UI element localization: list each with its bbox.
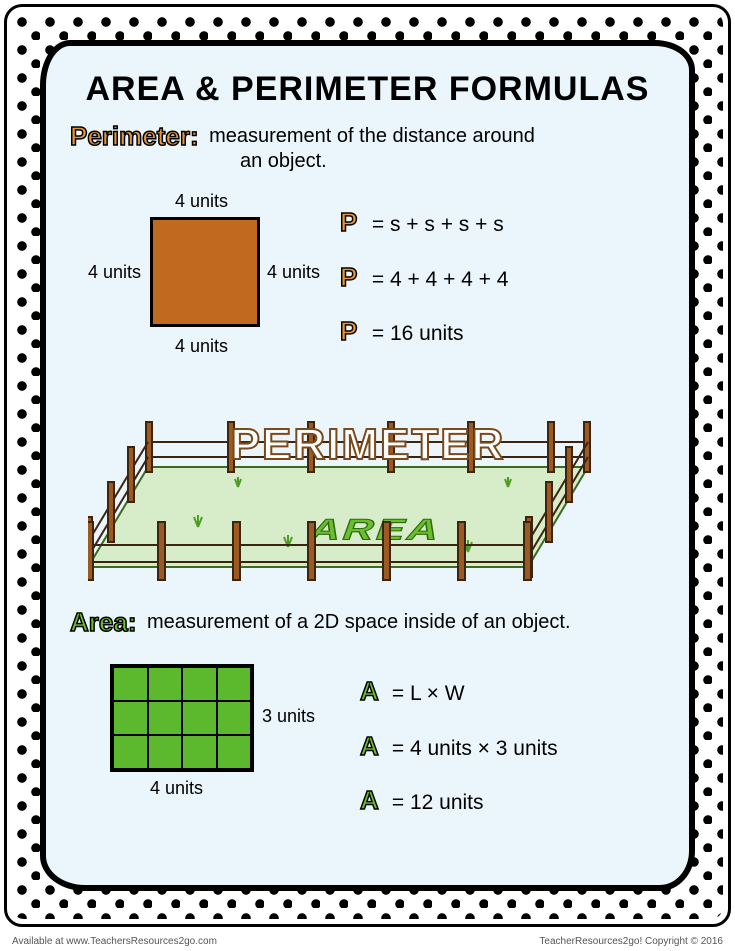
fence-svg: AREA PERIMETER [88, 387, 648, 587]
a-letter: A [360, 773, 386, 828]
perimeter-example: 4 units 4 units 4 units 4 units P = s + … [70, 187, 675, 377]
grid-height-label: 3 units [262, 706, 315, 727]
perimeter-definition-line2: an object. [240, 150, 675, 173]
area-definition: measurement of a 2D space inside of an o… [147, 611, 571, 633]
p-letter: P [340, 195, 366, 250]
area-section: Area: measurement of a 2D space inside o… [60, 607, 675, 828]
area-formula-2: A = 4 units × 3 units [360, 719, 558, 774]
perimeter-formula-3: P = 16 units [340, 304, 508, 359]
p-letter: P [340, 250, 366, 305]
grid-width-label: 4 units [150, 778, 203, 799]
green-grid [110, 664, 254, 772]
square-top-label: 4 units [175, 191, 228, 212]
a-formula2-text: = 4 units × 3 units [392, 737, 558, 760]
a-formula1-text: = L × W [392, 682, 465, 705]
a-letter: A [360, 719, 386, 774]
a-formula3-text: = 12 units [392, 791, 484, 814]
perimeter-label: Perimeter: [70, 121, 199, 152]
a-letter: A [360, 664, 386, 719]
p-formula3-text: = 16 units [372, 322, 464, 345]
fence-area-illustration: AREA PERIMETER [88, 387, 648, 587]
square-bottom-label: 4 units [175, 336, 228, 357]
orange-square [150, 217, 260, 327]
footer: Available at www.TeachersResources2go.co… [12, 936, 723, 947]
perimeter-formula-2: P = 4 + 4 + 4 + 4 [340, 250, 508, 305]
perimeter-square-figure: 4 units 4 units 4 units 4 units [90, 187, 310, 377]
perimeter-formulas: P = s + s + s + s P = 4 + 4 + 4 + 4 P = … [340, 195, 508, 359]
p-formula2-text: = 4 + 4 + 4 + 4 [372, 268, 509, 291]
p-formula1-text: = s + s + s + s [372, 213, 504, 236]
area-example: 3 units 4 units A = L × W A = 4 units × … [70, 656, 675, 828]
page-title: AREA & PERIMETER FORMULAS [60, 70, 675, 109]
perimeter-word: PERIMETER [230, 420, 505, 469]
area-formulas: A = L × W A = 4 units × 3 units A = 12 u… [360, 664, 558, 828]
square-left-label: 4 units [88, 262, 141, 283]
perimeter-formula-1: P = s + s + s + s [340, 195, 508, 250]
area-word: AREA [304, 513, 447, 546]
content-area: AREA & PERIMETER FORMULAS Perimeter: mea… [60, 60, 675, 871]
perimeter-definition-line1: measurement of the distance around [209, 125, 535, 147]
area-grid-figure: 3 units 4 units [100, 656, 320, 826]
area-formula-1: A = L × W [360, 664, 558, 719]
square-right-label: 4 units [267, 262, 320, 283]
area-formula-3: A = 12 units [360, 773, 558, 828]
area-label: Area: [70, 607, 136, 638]
footer-left: Available at www.TeachersResources2go.co… [12, 936, 217, 947]
footer-right: TeacherResources2go! Copyright © 2016 [539, 936, 723, 947]
perimeter-section: Perimeter: measurement of the distance a… [60, 121, 675, 377]
p-letter: P [340, 304, 366, 359]
